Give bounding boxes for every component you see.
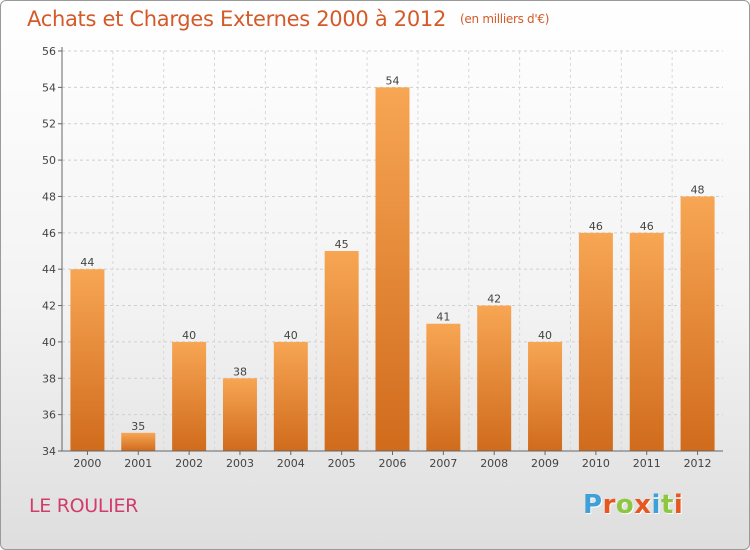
bar-2002 [172,341,207,451]
y-tick-label: 38 [42,372,56,385]
y-tick-label: 44 [42,263,56,276]
y-tick-label: 42 [42,300,56,313]
x-tick-label-2001: 2001 [124,457,152,470]
x-tick-label-2009: 2009 [531,457,559,470]
x-tick-label-2004: 2004 [277,457,305,470]
bar-2009 [528,341,563,451]
bar-2012 [680,196,715,451]
x-tick-label-2008: 2008 [480,457,508,470]
y-tick-label: 54 [42,81,56,94]
logo-letter: P [583,490,603,520]
logo-letter: i [651,490,661,520]
chart-title-text: Achats et Charges Externes 2000 à 2012 [27,7,447,31]
y-tick-label: 46 [42,227,56,240]
bar-2001 [121,432,156,451]
logo-letter: x [634,490,652,520]
proxiti-logo: Proxiti [583,490,683,520]
bars [70,87,715,451]
value-label-2007: 41 [436,311,450,324]
unit-note: (en milliers d'€) [460,12,550,26]
x-tick-label-2002: 2002 [175,457,203,470]
logo-letter: r [602,490,616,520]
bar-2003 [222,378,257,451]
value-label-2001: 35 [131,420,145,433]
logo-letter: o [615,490,635,520]
x-tick-label-2011: 2011 [633,457,661,470]
chart-title: Achats et Charges Externes 2000 à 2012 (e… [27,7,549,31]
bar-2008 [477,305,512,451]
y-tick-label: 52 [42,118,56,131]
value-label-2004: 40 [284,329,298,342]
bar-2006 [375,87,410,451]
value-label-2008: 42 [487,293,501,306]
y-tick-label: 48 [42,190,56,203]
value-label-2006: 54 [386,74,400,87]
x-tick-label-2000: 2000 [73,457,101,470]
value-label-2009: 40 [538,329,552,342]
value-label-2003: 38 [233,365,247,378]
bar-2000 [70,269,105,451]
x-tick-label-2006: 2006 [379,457,407,470]
x-tick-label-2005: 2005 [328,457,356,470]
y-tick-label: 56 [42,45,56,58]
x-tick-label-2010: 2010 [582,457,610,470]
value-label-2000: 44 [80,256,94,269]
bar-2005 [324,251,359,451]
logo-letter: t [660,490,674,520]
value-label-2005: 45 [335,238,349,251]
value-label-2010: 46 [589,220,603,233]
bar-2004 [273,341,308,451]
y-tick-label: 34 [42,445,56,458]
x-tick-label-2012: 2012 [684,457,712,470]
y-tick-label: 50 [42,154,56,167]
bar-2010 [578,232,613,451]
logo-letter: i [673,490,684,520]
bar-2007 [426,323,461,451]
x-tick-label-2007: 2007 [429,457,457,470]
value-label-2002: 40 [182,329,196,342]
labels: 34 36 38 40 42 44 46 48 50 52 54 56 44 2000 35 2001 40 20… [42,45,712,470]
y-tick-label: 40 [42,336,56,349]
bar-2011 [629,232,664,451]
value-label-2012: 48 [691,183,705,196]
x-tick-label-2003: 2003 [226,457,254,470]
y-tick-label: 36 [42,409,56,422]
value-label-2011: 46 [640,220,654,233]
commune-name: LE ROULIER [29,495,139,517]
axes [58,47,723,455]
